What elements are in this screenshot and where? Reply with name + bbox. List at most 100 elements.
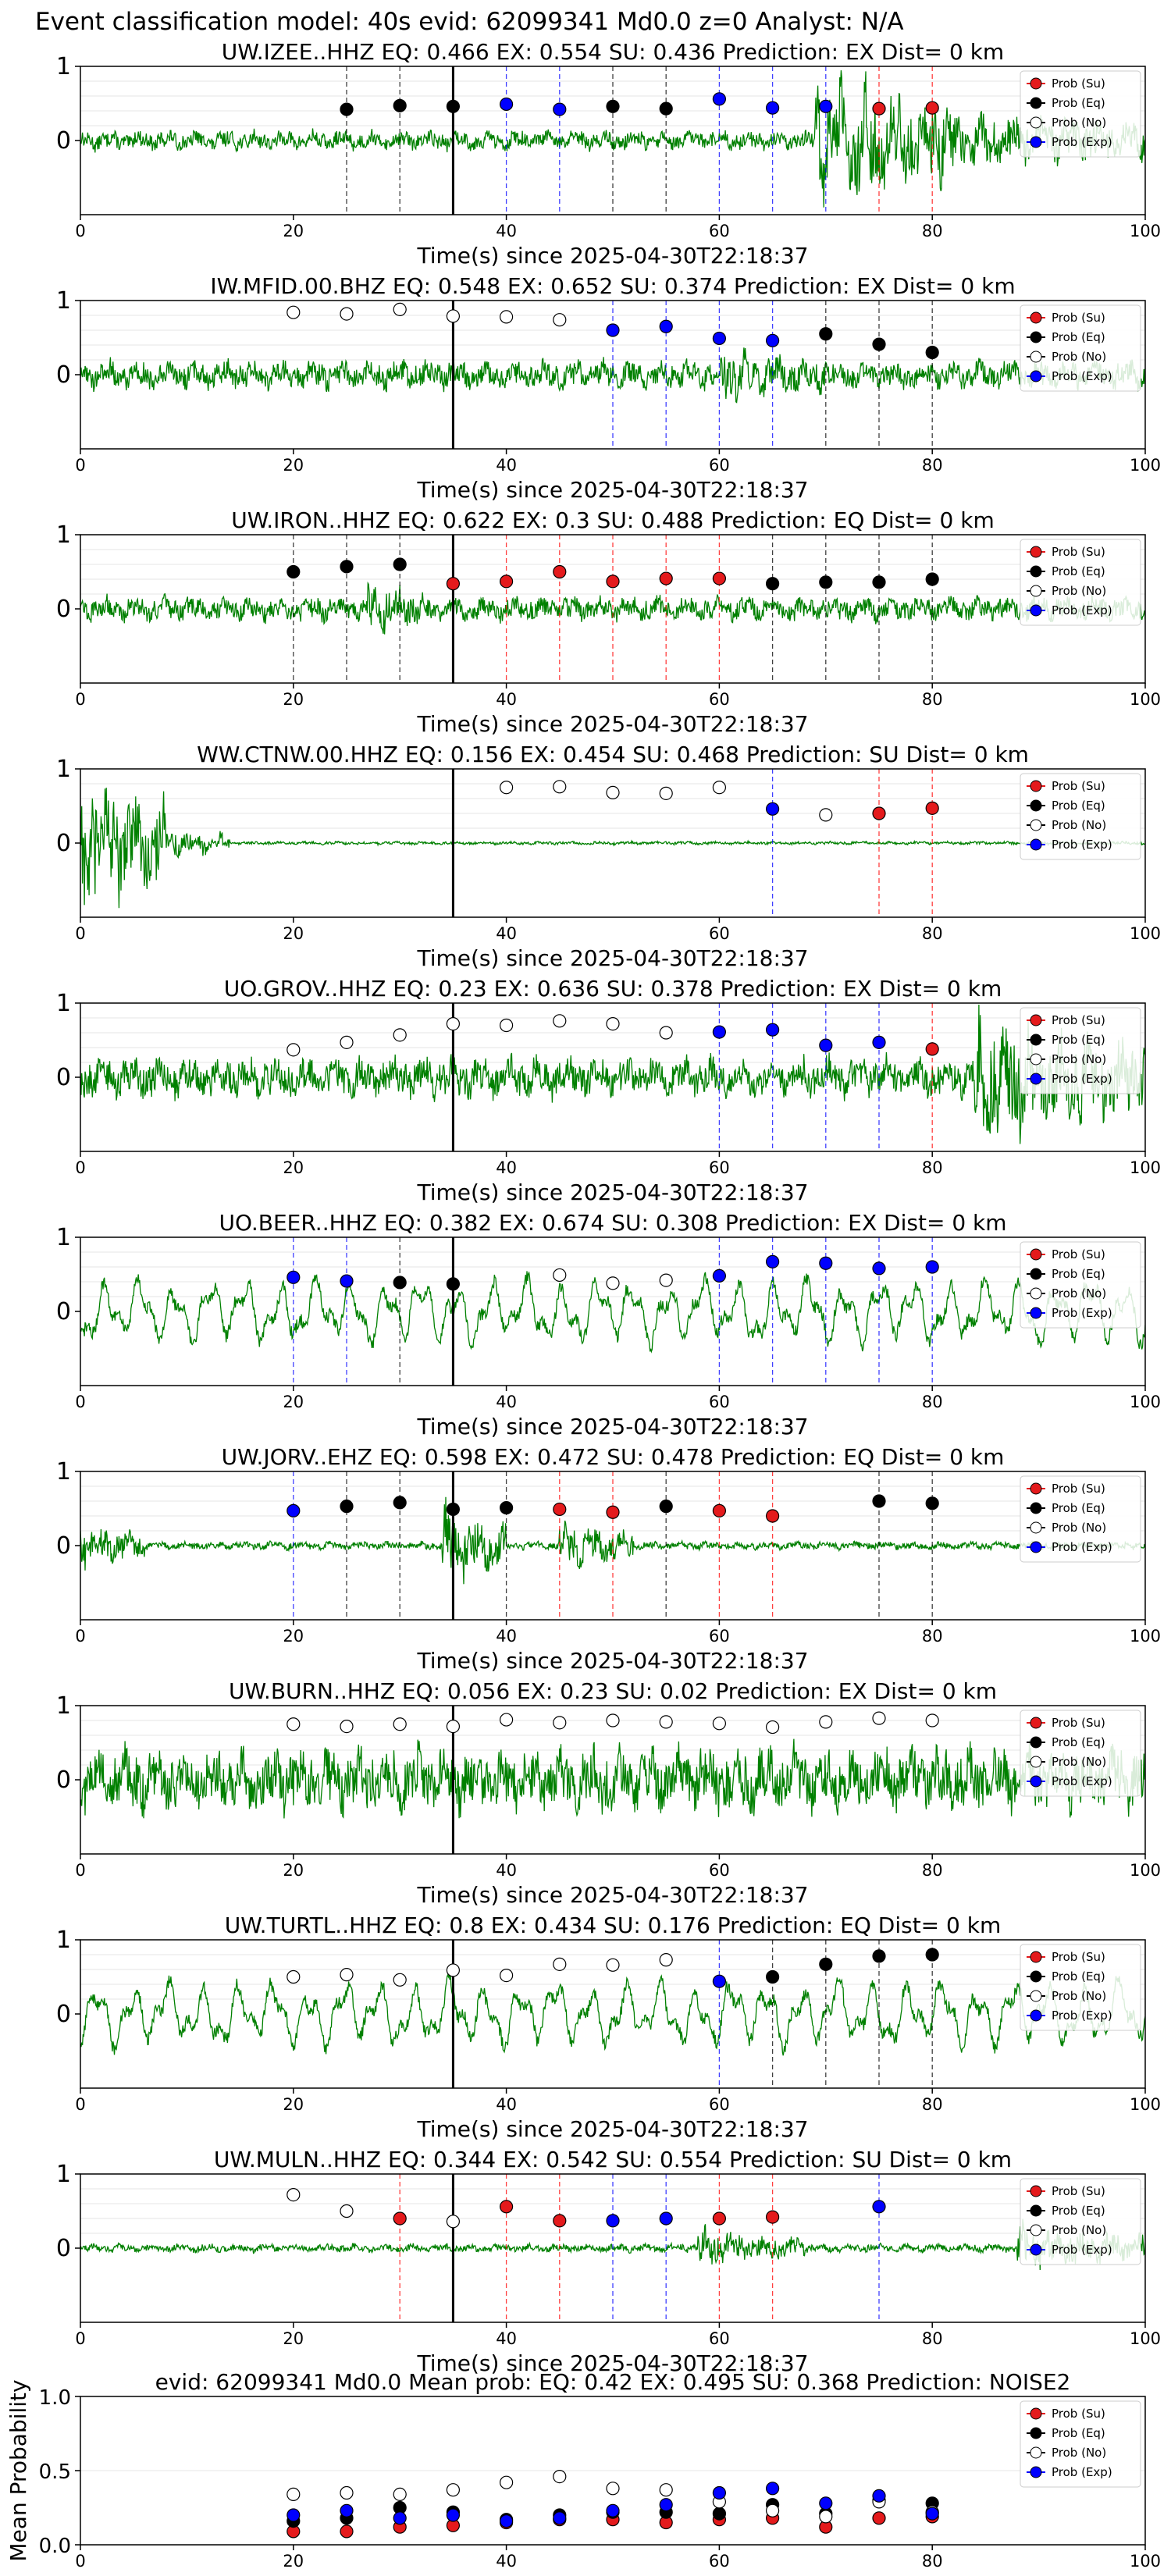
probability-marker: [872, 337, 886, 351]
probability-marker: [446, 1502, 461, 1517]
legend-frame: [1020, 1475, 1141, 1563]
legend-frame: [1020, 2400, 1141, 2488]
panel-title: UO.GROV..HHZ EQ: 0.23 EX: 0.636 SU: 0.37…: [224, 976, 1002, 1002]
legend-marker: [1030, 2224, 1042, 2236]
legend-label: Prob (No): [1052, 1052, 1106, 1066]
panel-title: IW.MFID.00.BHZ EQ: 0.548 EX: 0.652 SU: 0…: [210, 273, 1015, 299]
legend: Prob (Su) Prob (Eq) Prob (No) Prob (Exp): [1020, 70, 1141, 158]
legend-marker: [1030, 2009, 1042, 2022]
probability-marker: [340, 560, 354, 574]
legend-item: Prob (Eq): [1027, 330, 1105, 344]
legend-item: Prob (Su): [1027, 1716, 1105, 1730]
probability-marker: [712, 1974, 727, 1988]
y-tick-label: 1: [56, 521, 71, 549]
legend-marker: [1030, 2204, 1042, 2217]
probability-marker: [925, 101, 939, 115]
legend-label: Prob (No): [1052, 1521, 1106, 1535]
mean-probability-marker: [712, 2507, 727, 2521]
mean-probability-marker: [606, 2482, 620, 2496]
legend-marker: [1030, 838, 1042, 851]
legend-marker: [1030, 1248, 1042, 1261]
probability-marker: [872, 806, 886, 820]
probability-marker: [819, 1957, 833, 1971]
probability-marker: [872, 1949, 886, 1963]
probability-marker: [393, 1276, 407, 1290]
x-tick-label: 80: [922, 222, 943, 240]
legend-marker: [1030, 546, 1042, 558]
x-tick-label: 100: [1130, 1393, 1161, 1411]
probability-marker: [446, 1963, 461, 1977]
legend-item: Prob (No): [1027, 1521, 1106, 1535]
x-tick-label: 40: [496, 924, 517, 943]
x-tick-label: 100: [1130, 2095, 1161, 2114]
legend-marker: [1030, 1053, 1042, 1066]
legend-marker: [1030, 604, 1042, 617]
x-tick-label: 80: [922, 2552, 943, 2571]
station-panel: UO.GROV..HHZ EQ: 0.23 EX: 0.636 SU: 0.37…: [56, 976, 1161, 1205]
x-tick-label: 40: [496, 1861, 517, 1880]
x-tick-label: 100: [1130, 924, 1161, 943]
station-panel: UW.IZEE..HHZ EQ: 0.466 EX: 0.554 SU: 0.4…: [56, 39, 1161, 269]
legend-item: Prob (Exp): [1027, 2465, 1112, 2479]
legend-frame: [1020, 2178, 1141, 2265]
legend-item: Prob (Exp): [1027, 135, 1112, 149]
x-tick-label: 40: [496, 2095, 517, 2114]
legend: Prob (Su) Prob (Eq) Prob (No) Prob (Exp): [1020, 1007, 1141, 1094]
plot-area: [80, 2174, 1145, 2322]
probability-marker: [446, 577, 461, 591]
probability-marker: [393, 1496, 407, 1510]
plot-area: [80, 1706, 1145, 1854]
legend-label: Prob (Su): [1052, 545, 1105, 559]
legend-label: Prob (Exp): [1052, 135, 1112, 149]
legend-label: Prob (Exp): [1052, 369, 1112, 383]
probability-marker: [819, 575, 833, 589]
probability-marker: [340, 1720, 354, 1734]
y-tick-label: 1: [56, 1224, 71, 1251]
mean-probability-panel: evid: 62099341 Md0.0 Mean prob: EQ: 0.42…: [5, 2369, 1161, 2571]
x-tick-label: 60: [709, 2552, 730, 2571]
y-tick-label: 0: [56, 2001, 71, 2028]
waveform-trace: [80, 1271, 1145, 1354]
probability-marker: [765, 2210, 780, 2224]
legend-marker: [1030, 1287, 1042, 1300]
probability-marker: [765, 1969, 780, 1984]
legend-marker: [1030, 97, 1042, 109]
probability-marker: [553, 1014, 567, 1028]
x-tick-label: 0: [75, 690, 85, 709]
legend-label: Prob (Su): [1052, 1482, 1105, 1496]
probability-marker: [765, 101, 780, 115]
probability-marker: [499, 1713, 514, 1727]
probability-marker: [393, 1973, 407, 1987]
mean-probability-marker: [659, 2498, 673, 2512]
probability-marker: [925, 1496, 939, 1510]
legend: Prob (Su) Prob (Eq) Prob (No) Prob (Exp): [1020, 1475, 1141, 1563]
legend-frame: [1020, 1710, 1141, 1797]
probability-marker: [340, 307, 354, 321]
y-tick-label: 1.0: [39, 2386, 71, 2410]
legend-item: Prob (No): [1027, 2446, 1106, 2460]
y-tick-label: 0: [56, 830, 71, 857]
mean-probability-marker: [393, 2487, 407, 2501]
legend-item: Prob (Eq): [1027, 564, 1105, 578]
probability-marker: [553, 313, 567, 327]
legend-label: Prob (No): [1052, 1286, 1106, 1300]
legend-frame: [1020, 1007, 1141, 1094]
y-tick-label: 1: [56, 2161, 71, 2188]
x-tick-label: 100: [1130, 2552, 1161, 2571]
y-tick-label: 0: [56, 361, 71, 389]
waveform-trace: [80, 1973, 1145, 2056]
legend-item: Prob (Su): [1027, 2184, 1105, 2198]
waveform-trace: [80, 2218, 1145, 2271]
probability-marker: [659, 319, 673, 333]
mean-probability-marker: [872, 2489, 886, 2503]
y-tick-label: 0: [56, 1767, 71, 1794]
legend-label: Prob (No): [1052, 116, 1106, 130]
x-tick-label: 60: [709, 2095, 730, 2114]
legend-item: Prob (No): [1027, 1052, 1106, 1066]
probability-marker: [659, 786, 673, 800]
mean-probability-marker: [553, 2470, 567, 2484]
x-tick-label: 20: [283, 456, 304, 475]
x-axis-label: Time(s) since 2025-04-30T22:18:37: [416, 2350, 808, 2376]
legend-label: Prob (Su): [1052, 311, 1105, 325]
x-tick-label: 0: [75, 924, 85, 943]
